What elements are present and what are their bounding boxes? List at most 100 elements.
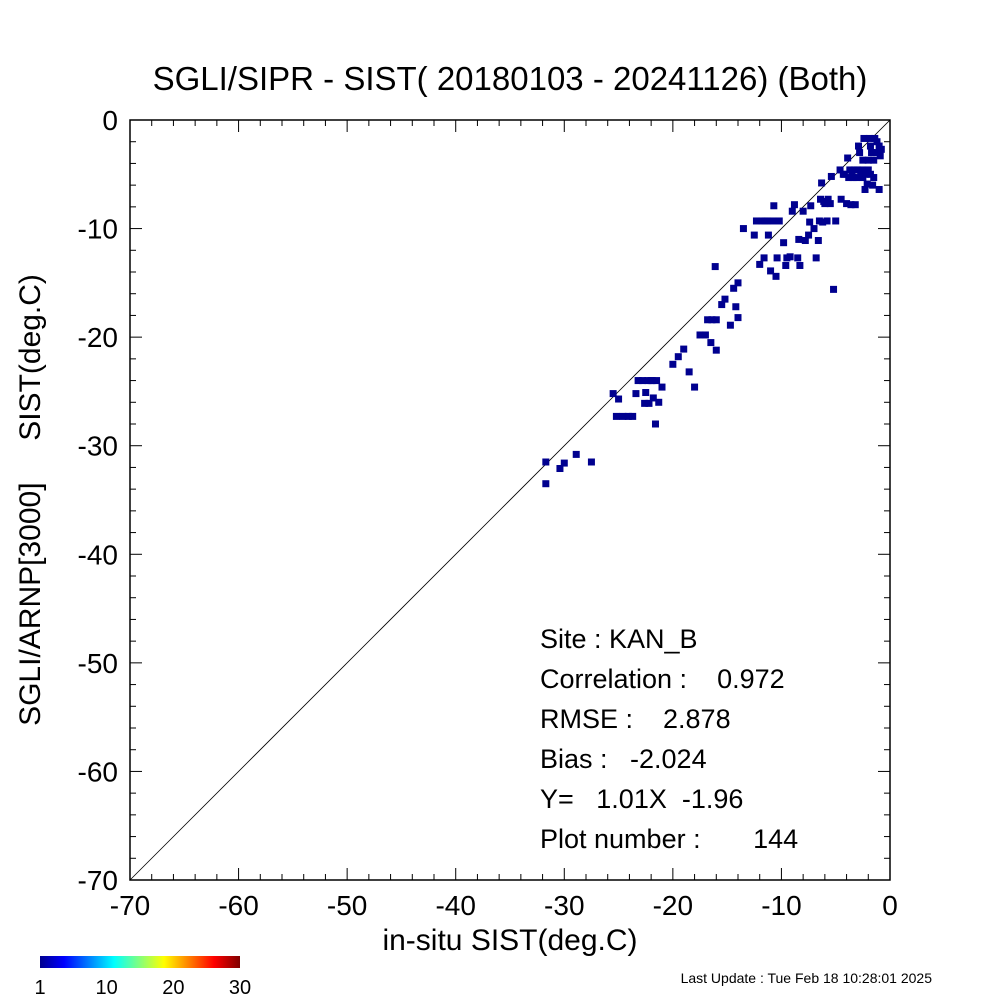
data-point bbox=[560, 459, 568, 467]
x-tick-label: -60 bbox=[218, 890, 258, 921]
data-point bbox=[858, 166, 866, 174]
data-point bbox=[770, 202, 778, 210]
y-tick-label: -40 bbox=[78, 539, 118, 570]
y-tick-label: -50 bbox=[78, 648, 118, 679]
data-point bbox=[780, 239, 788, 247]
data-point bbox=[685, 368, 693, 376]
data-point bbox=[674, 353, 682, 361]
data-point bbox=[868, 149, 876, 157]
data-point bbox=[730, 284, 738, 292]
y-axis-title: SGLI/ARNP[3000] SIST(deg.C) bbox=[14, 274, 47, 726]
data-point bbox=[691, 383, 699, 391]
data-point bbox=[876, 152, 884, 160]
data-point bbox=[615, 395, 623, 403]
reference-line-1to1 bbox=[129, 119, 891, 881]
stat-rmse: RMSE : 2.878 bbox=[540, 704, 731, 734]
colorbar-labels: 1 10 20 30 bbox=[34, 977, 251, 999]
data-point bbox=[827, 172, 835, 180]
colorbar-tick-label: 1 bbox=[34, 977, 45, 999]
data-point bbox=[760, 254, 768, 262]
data-point bbox=[849, 174, 857, 182]
data-point bbox=[734, 314, 742, 322]
data-point bbox=[773, 254, 781, 262]
data-point bbox=[572, 450, 580, 458]
data-point bbox=[856, 149, 864, 157]
x-tick-label: -70 bbox=[110, 890, 150, 921]
data-point bbox=[680, 345, 688, 353]
data-point bbox=[634, 377, 642, 385]
data-point bbox=[796, 261, 804, 269]
y-tick-label: -30 bbox=[78, 431, 118, 462]
data-point bbox=[651, 420, 659, 428]
data-point bbox=[708, 316, 716, 324]
data-point bbox=[696, 331, 704, 339]
data-point bbox=[756, 260, 764, 268]
data-point bbox=[712, 346, 720, 354]
data-point bbox=[844, 154, 852, 162]
data-point bbox=[629, 412, 637, 420]
data-point bbox=[769, 217, 777, 225]
data-point bbox=[864, 156, 872, 164]
data-point bbox=[772, 272, 780, 280]
data-point bbox=[704, 316, 712, 324]
data-point bbox=[807, 202, 815, 210]
data-point bbox=[655, 398, 663, 406]
y-tick-label: -20 bbox=[78, 322, 118, 353]
data-point bbox=[638, 377, 646, 385]
stat-correlation: Correlation : 0.972 bbox=[540, 664, 785, 694]
data-point bbox=[860, 134, 868, 142]
data-point bbox=[872, 149, 880, 157]
chart-title: SGLI/SIPR - SIST( 20180103 - 20241126) (… bbox=[153, 60, 868, 97]
data-point bbox=[819, 218, 827, 226]
data-point bbox=[836, 166, 844, 174]
data-point bbox=[864, 166, 872, 174]
data-point bbox=[542, 458, 550, 466]
data-point bbox=[707, 339, 715, 347]
data-point bbox=[823, 217, 831, 225]
data-point bbox=[711, 263, 719, 271]
data-point bbox=[843, 200, 851, 208]
colorbar bbox=[40, 956, 240, 968]
data-point bbox=[806, 218, 814, 226]
colorbar-tick-label: 20 bbox=[162, 977, 184, 999]
data-point bbox=[801, 237, 809, 245]
data-point bbox=[612, 412, 620, 420]
data-point bbox=[832, 217, 840, 225]
data-point bbox=[855, 142, 863, 150]
data-point bbox=[837, 195, 845, 203]
data-point bbox=[810, 225, 818, 233]
y-tick-label: -10 bbox=[78, 214, 118, 245]
data-point bbox=[649, 394, 657, 402]
data-point bbox=[805, 231, 813, 239]
data-point bbox=[734, 279, 742, 287]
data-point bbox=[870, 174, 878, 182]
data-point bbox=[653, 377, 661, 385]
plot-frame bbox=[129, 119, 891, 881]
data-point bbox=[794, 254, 802, 262]
data-point bbox=[824, 195, 832, 203]
data-point bbox=[853, 166, 861, 174]
data-point bbox=[818, 179, 826, 187]
x-tick-label: 0 bbox=[882, 890, 898, 921]
y-tick-label: 0 bbox=[102, 105, 118, 136]
data-point bbox=[718, 301, 726, 309]
data-point bbox=[658, 383, 666, 391]
data-point bbox=[851, 201, 859, 209]
data-point bbox=[556, 465, 564, 473]
x-tick-label: -40 bbox=[435, 890, 475, 921]
data-point bbox=[875, 185, 883, 193]
data-point bbox=[587, 458, 595, 466]
data-point bbox=[761, 217, 769, 225]
data-point bbox=[775, 217, 783, 225]
data-point bbox=[619, 412, 627, 420]
data-point bbox=[721, 295, 729, 303]
data-point bbox=[830, 285, 838, 293]
data-point bbox=[873, 138, 881, 146]
axis-tick-labels: -70 -60 -50 -40 -30 -20 -10 0 -70 -60 -50 -40 -30 -20… bbox=[78, 105, 898, 921]
data-point bbox=[799, 207, 807, 215]
data-point bbox=[865, 134, 873, 142]
x-tick-label: -10 bbox=[761, 890, 801, 921]
data-points bbox=[542, 134, 885, 488]
data-point bbox=[863, 180, 871, 188]
